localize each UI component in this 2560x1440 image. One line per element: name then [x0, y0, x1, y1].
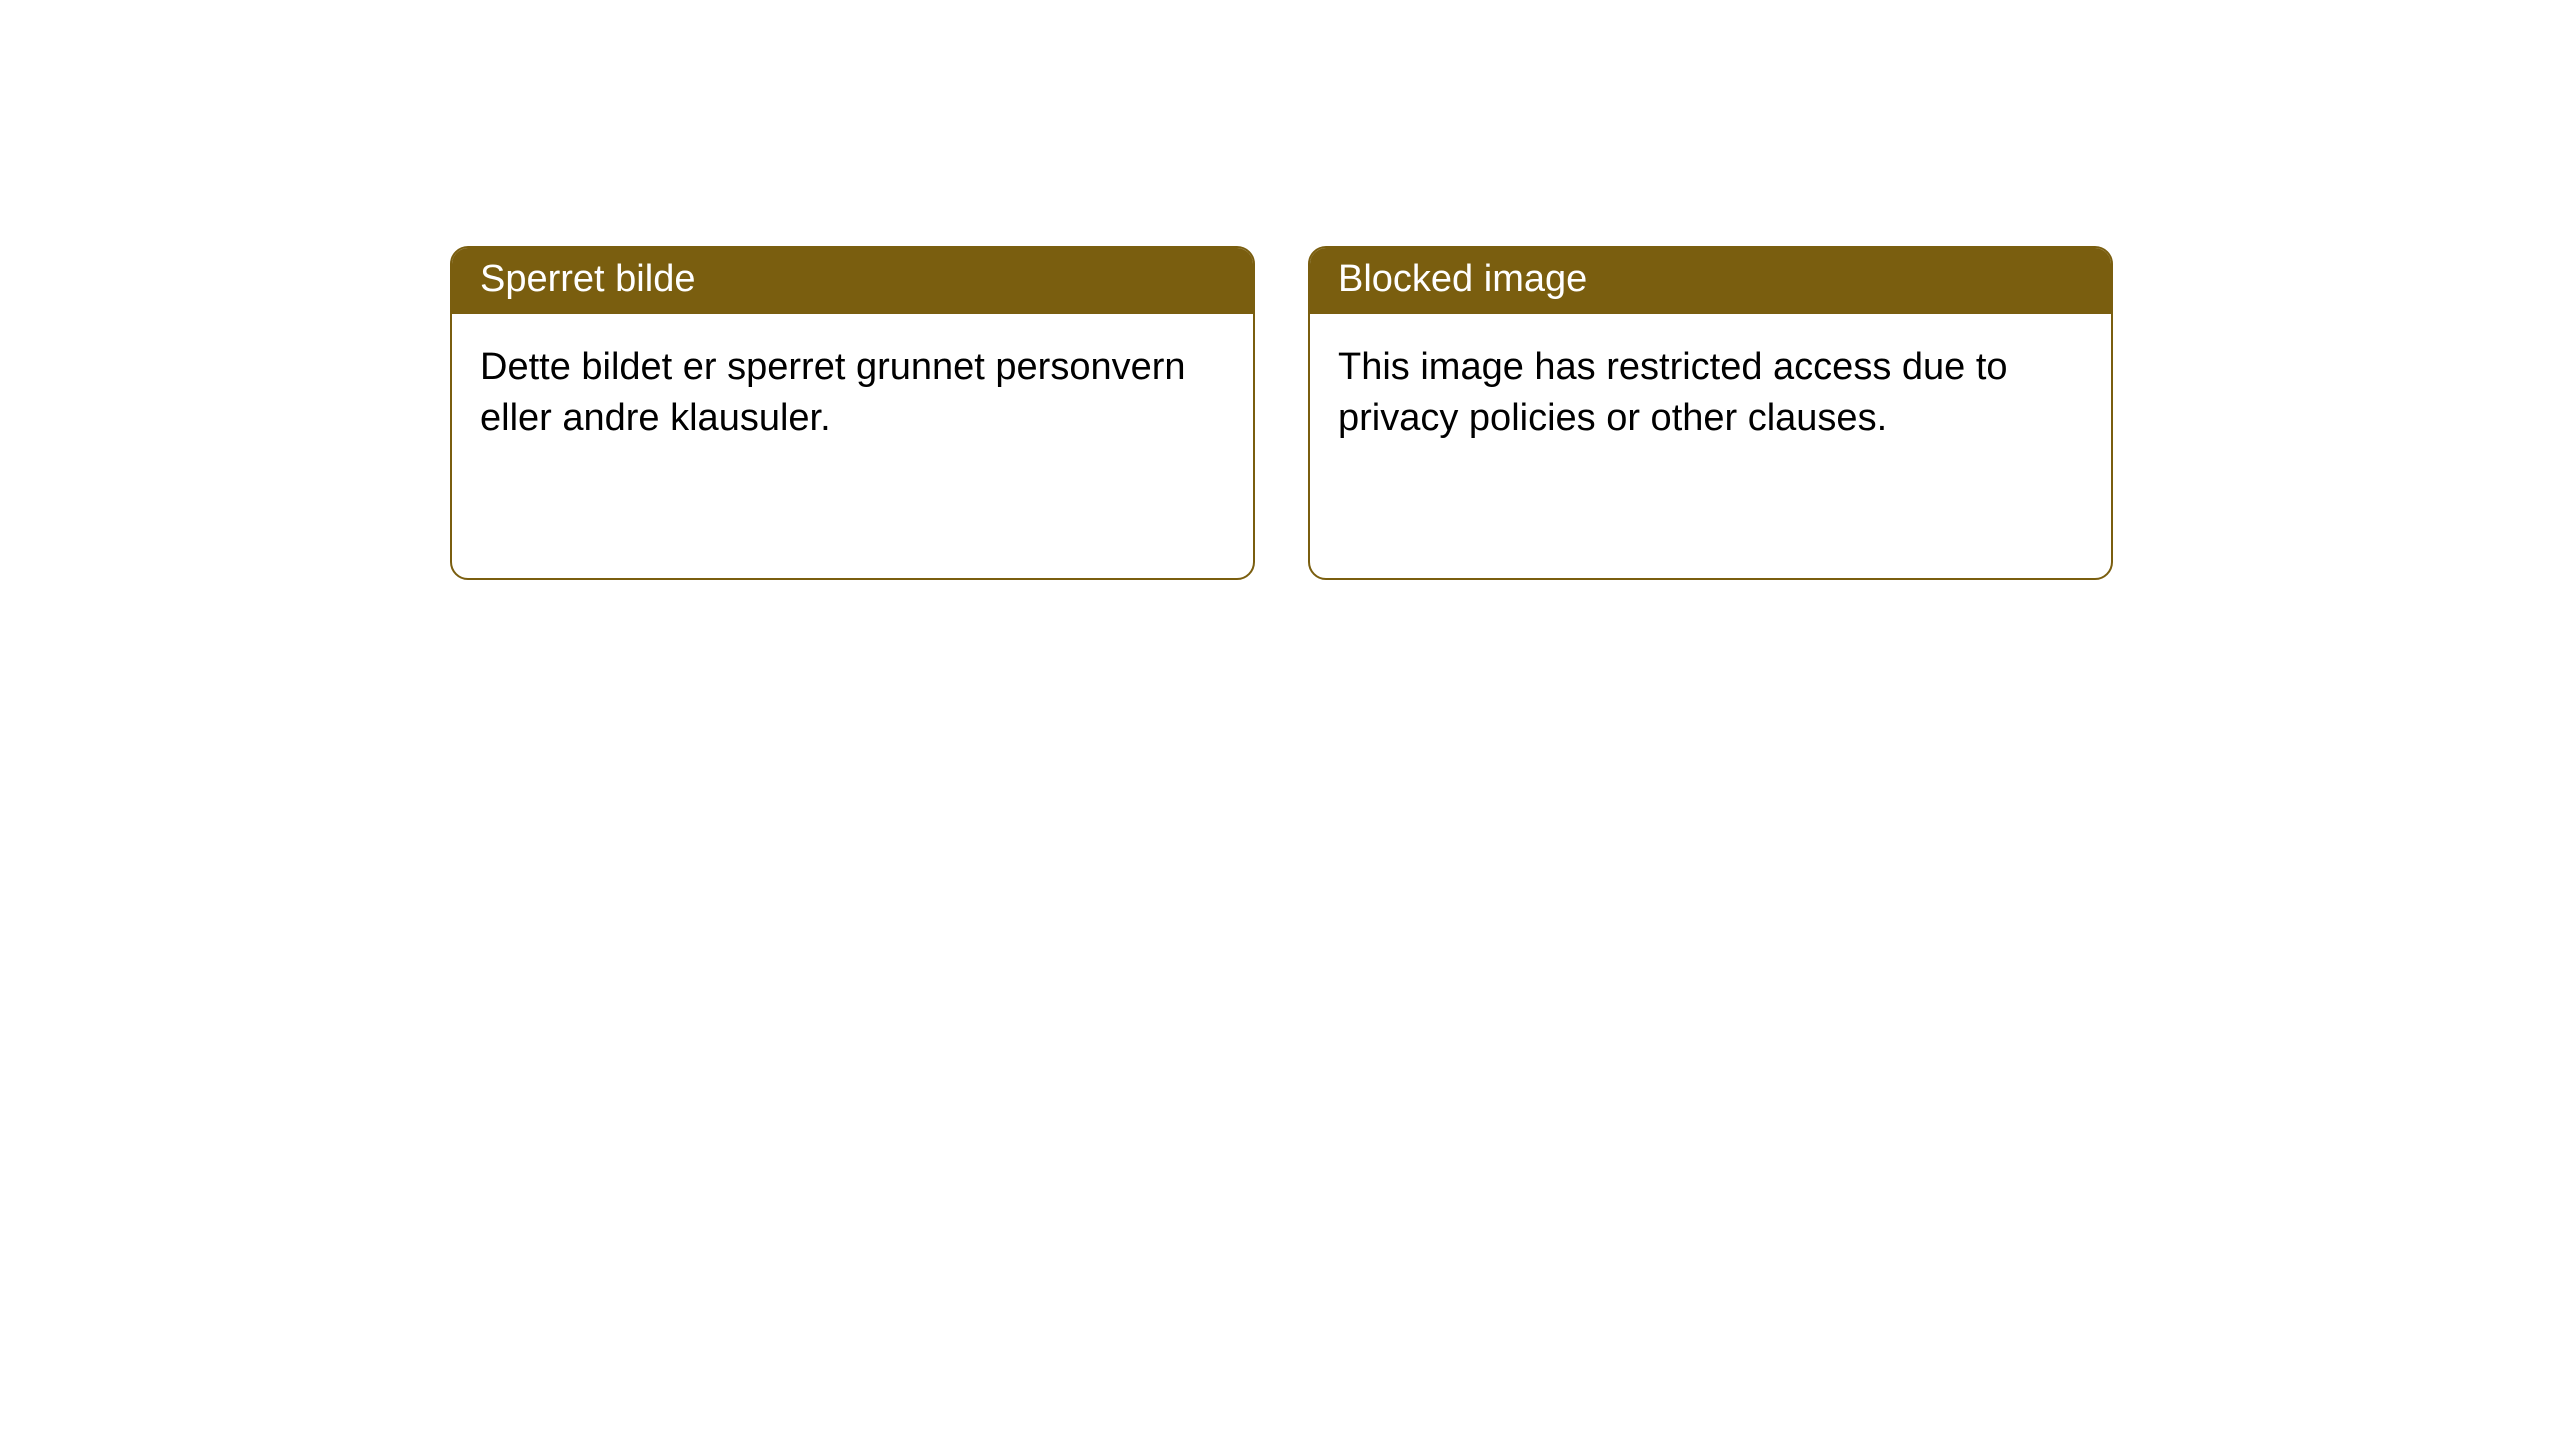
notice-body: This image has restricted access due to … [1310, 314, 2111, 473]
notice-container: Sperret bilde Dette bildet er sperret gr… [0, 0, 2560, 580]
notice-card-english: Blocked image This image has restricted … [1308, 246, 2113, 580]
notice-card-norwegian: Sperret bilde Dette bildet er sperret gr… [450, 246, 1255, 580]
notice-title: Sperret bilde [452, 248, 1253, 314]
notice-body: Dette bildet er sperret grunnet personve… [452, 314, 1253, 473]
notice-title: Blocked image [1310, 248, 2111, 314]
